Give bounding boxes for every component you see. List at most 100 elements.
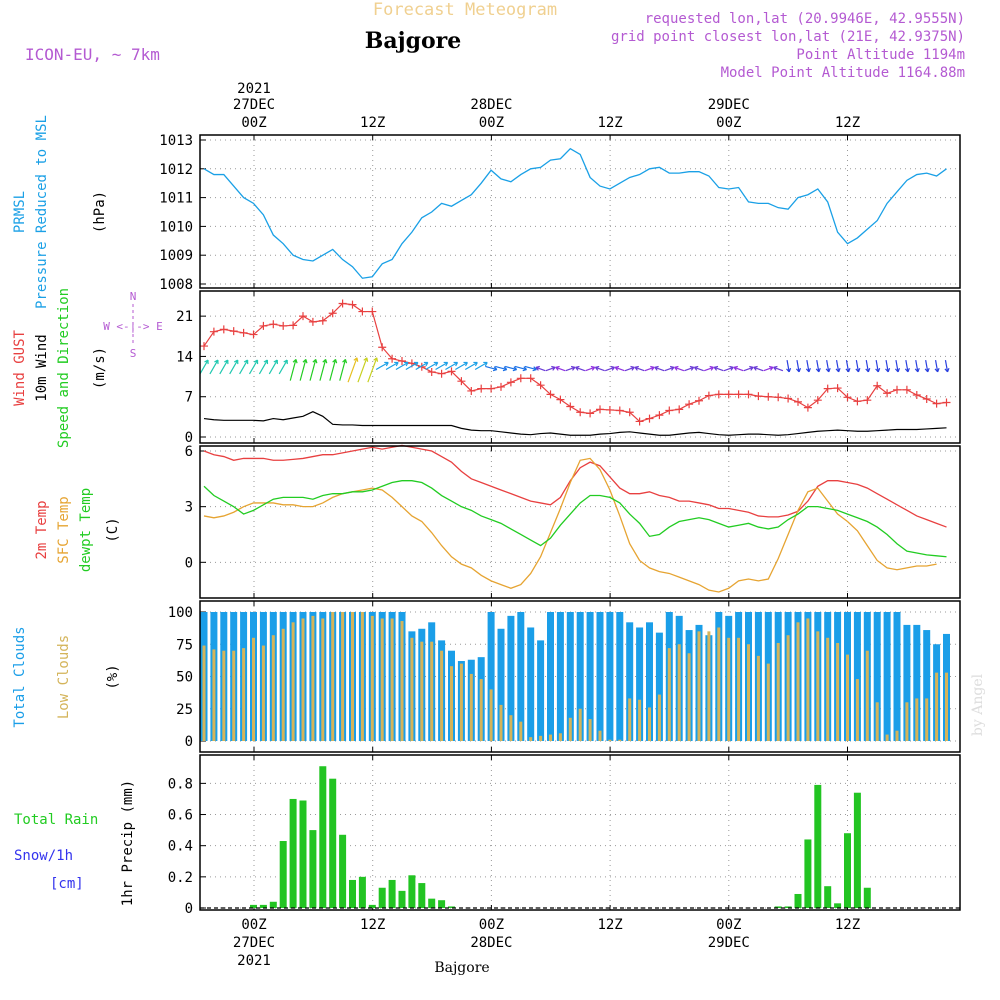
gust-point bbox=[833, 384, 842, 393]
low-cloud-bar bbox=[549, 734, 552, 741]
wind-arrow bbox=[329, 358, 338, 381]
gust-point bbox=[556, 395, 565, 404]
ytick-pressure-0: 1008 bbox=[159, 277, 193, 293]
low-cloud-bar bbox=[539, 735, 543, 741]
low-cloud-bar bbox=[321, 618, 325, 741]
total-cloud-bar bbox=[883, 612, 891, 741]
gust-point bbox=[200, 342, 208, 351]
wind-arrow bbox=[545, 365, 556, 372]
footer-station: Bajgore bbox=[434, 960, 489, 976]
rain-bar bbox=[289, 798, 297, 908]
wind-arrow bbox=[795, 359, 802, 373]
gust-point bbox=[289, 321, 298, 330]
low-cloud-bar bbox=[252, 637, 255, 741]
rain-bar bbox=[388, 879, 396, 908]
panel-frame-pressure bbox=[199, 134, 961, 289]
total-cloud-bar bbox=[566, 612, 574, 741]
total-cloud-bar bbox=[923, 630, 931, 741]
gust-point bbox=[704, 391, 713, 400]
low-cloud-bar bbox=[677, 644, 681, 741]
low-cloud-bar bbox=[459, 663, 463, 741]
gust-point bbox=[893, 385, 901, 394]
gust-point bbox=[378, 343, 387, 352]
rain-bar bbox=[349, 879, 356, 908]
ytick-wind-2: 14 bbox=[176, 349, 193, 365]
rain-bar bbox=[358, 876, 366, 908]
gust-point bbox=[229, 327, 238, 336]
top-axis-line3-0: 00Z bbox=[241, 115, 266, 131]
wind-arrow bbox=[219, 359, 229, 375]
low-cloud-bar bbox=[351, 612, 354, 741]
ytick-precipitation-4: 0.8 bbox=[168, 776, 193, 792]
low-cloud-bar bbox=[687, 653, 691, 741]
rain-bar bbox=[863, 887, 871, 908]
gust-point bbox=[823, 384, 832, 393]
gust-point bbox=[398, 357, 406, 366]
low-cloud-bar bbox=[588, 719, 592, 741]
bottom-axis-line1-2: 00Z bbox=[479, 917, 504, 933]
temp-label-3: dewpt Temp bbox=[78, 488, 94, 572]
pressure-line bbox=[203, 147, 947, 279]
wind-arrow bbox=[914, 359, 920, 373]
wind-arrow bbox=[309, 358, 318, 381]
low-cloud-bar bbox=[855, 679, 859, 741]
precip-label-3: [cm] bbox=[50, 876, 84, 892]
wind-arrow bbox=[367, 357, 379, 383]
gust-point bbox=[239, 328, 248, 337]
wind-arrow bbox=[535, 365, 546, 372]
bottom-axis-line1-5: 12Z bbox=[835, 917, 860, 933]
low-cloud-bar bbox=[806, 618, 810, 741]
rain-bar bbox=[309, 830, 317, 908]
bottom-axis-line1-1: 12Z bbox=[360, 917, 385, 933]
total-cloud-bar bbox=[913, 624, 921, 741]
wind-arrow bbox=[347, 357, 359, 383]
gust-point bbox=[348, 300, 357, 309]
gust-point bbox=[328, 309, 337, 318]
gust-point bbox=[209, 327, 218, 336]
total-cloud-bar bbox=[586, 612, 594, 741]
bottom-axis-line1-4: 00Z bbox=[716, 917, 741, 933]
compass-we: W <-|-> E bbox=[103, 320, 163, 333]
bottom-time-axis: 00Z 27DEC 2021 12Z 00Z 28DEC 12Z 00Z 29DEC 12Z bbox=[233, 917, 860, 969]
wind-arrow bbox=[634, 365, 645, 372]
low-cloud-bar bbox=[836, 642, 840, 741]
low-cloud-bar bbox=[905, 702, 909, 741]
gust-point bbox=[635, 417, 644, 426]
gust-point bbox=[546, 390, 555, 399]
low-cloud-bar bbox=[331, 612, 335, 741]
gust-point bbox=[744, 390, 753, 399]
wind-arrow bbox=[703, 365, 715, 372]
wind-arrow bbox=[875, 359, 881, 373]
low-cloud-bar bbox=[519, 721, 523, 741]
wind-arrow bbox=[805, 359, 811, 373]
total-cloud-bar bbox=[556, 612, 564, 741]
panel-pressure: 1008 1009 1010 1011 1012 1013 bbox=[159, 133, 961, 293]
top-axis-line1-0: 2021 bbox=[237, 81, 271, 97]
rain-bar bbox=[418, 883, 426, 908]
gust-point bbox=[536, 381, 545, 390]
wind-label-3: Speed and Direction bbox=[56, 288, 72, 448]
total-cloud-bar bbox=[626, 622, 634, 741]
gust-point bbox=[942, 398, 951, 407]
wind-arrow bbox=[924, 359, 930, 373]
ytick-clouds-2: 50 bbox=[176, 670, 193, 686]
low-cloud-bar bbox=[341, 612, 345, 741]
panel-frame-wind bbox=[199, 290, 961, 444]
wind-arrow bbox=[684, 365, 695, 372]
ytick-wind-0: 0 bbox=[185, 430, 193, 446]
wind-arrow bbox=[455, 361, 468, 371]
panel-precipitation: 0 0.2 0.4 0.6 0.8 bbox=[168, 754, 961, 917]
gust-point bbox=[596, 405, 604, 414]
low-cloud-bar bbox=[450, 666, 453, 741]
gust-point bbox=[417, 362, 426, 371]
wind-label-1: Wind GUST bbox=[12, 330, 28, 406]
wind-arrow bbox=[693, 365, 704, 372]
low-cloud-bar bbox=[915, 698, 919, 741]
gust-point bbox=[803, 403, 812, 412]
rain-bar bbox=[329, 778, 337, 908]
low-cloud-bar bbox=[380, 618, 384, 741]
gust-point bbox=[724, 390, 733, 399]
wind-arrow bbox=[209, 359, 219, 375]
gust-point bbox=[863, 396, 872, 405]
gust-point bbox=[318, 316, 327, 325]
